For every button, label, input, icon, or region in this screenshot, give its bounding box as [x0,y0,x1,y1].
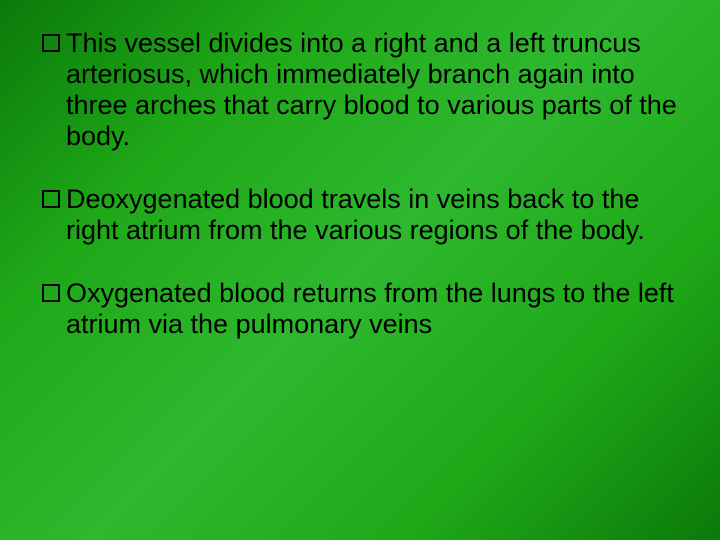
square-bullet-icon [42,190,60,208]
bullet-text: Deoxygenated blood travels in veins back… [66,184,678,246]
slide: This vessel divides into a right and a l… [0,0,720,540]
bullet-item: Oxygenated blood returns from the lungs … [42,278,678,340]
bullet-item: Deoxygenated blood travels in veins back… [42,184,678,246]
bullet-text: This vessel divides into a right and a l… [66,28,678,152]
bullet-text: Oxygenated blood returns from the lungs … [66,278,678,340]
square-bullet-icon [42,34,60,52]
square-bullet-icon [42,284,60,302]
bullet-item: This vessel divides into a right and a l… [42,28,678,152]
